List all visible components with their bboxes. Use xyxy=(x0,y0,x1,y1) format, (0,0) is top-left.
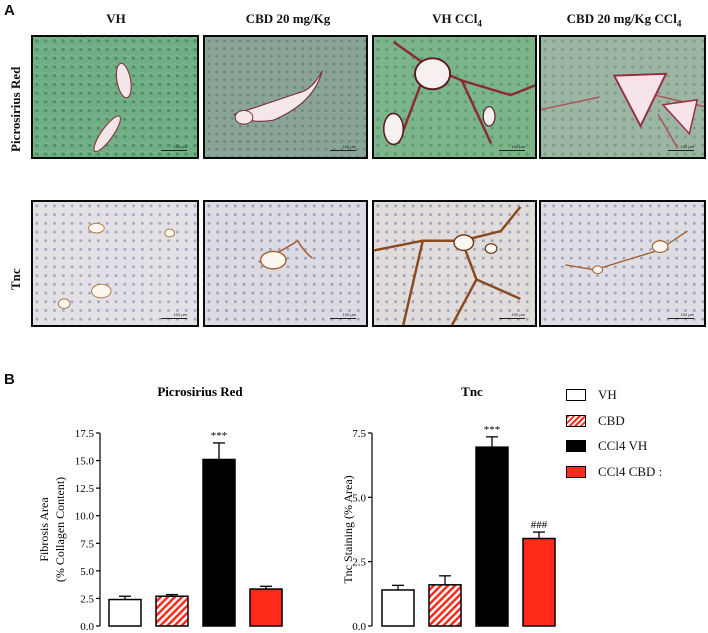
bar-1-1 xyxy=(428,584,462,627)
row-label-tnc: Tnc xyxy=(8,268,23,290)
legend-label-cbd: CBD xyxy=(598,413,625,428)
scale-bar xyxy=(668,149,694,151)
chart-title-1: Tnc xyxy=(461,384,483,399)
legend-item-cbd: CBD xyxy=(566,413,625,429)
bar-1-2 xyxy=(475,446,509,627)
legend-item-ccl4-cbd: CCl4 CBD : xyxy=(566,464,662,480)
legend-label-vh: VH xyxy=(598,387,617,402)
legend-label-ccl4-vh: CCl4 VH xyxy=(598,438,648,453)
micrograph-picrosirius-cbd: 100 µm xyxy=(203,35,368,159)
scale-bar xyxy=(161,149,187,151)
y-tick-label-0-6: 15.0 xyxy=(75,456,95,468)
bar-1-3 xyxy=(522,537,556,627)
y-tick-label-1-3: 7.5 xyxy=(352,428,366,440)
column-label-cbd-ccl4: CBD 20 mg/Kg CCl4 xyxy=(566,11,682,29)
legend-label-ccl4-cbd: CCl4 CBD : xyxy=(598,464,663,479)
y-tick-label-0-4: 10.0 xyxy=(75,511,95,523)
micrograph-picrosirius-cbd-ccl4: 100 µm xyxy=(539,35,706,159)
chart-title-0: Picrosirius Red xyxy=(157,384,243,399)
scale-bar-text: 100 µm xyxy=(173,144,187,149)
y-axis-label-1-0: Tnc Staining (% Area) xyxy=(341,475,355,583)
y-tick-label-0-1: 2.5 xyxy=(80,593,94,605)
scale-bar-text: 100 µm xyxy=(342,312,356,317)
column-label-vh: VH xyxy=(106,11,126,26)
scale-bar xyxy=(161,317,187,319)
bar-1-0 xyxy=(381,589,415,627)
y-tick-label-1-0: 0.0 xyxy=(352,621,366,633)
y-tick-label-0-7: 17.5 xyxy=(75,428,95,440)
legend-swatch-vh xyxy=(566,389,586,401)
significance-label-0-2: *** xyxy=(211,430,228,442)
y-axis-label-0-1: (% Collagen Content) xyxy=(53,477,67,582)
y-tick-label-1-2: 5.0 xyxy=(352,492,366,504)
legend-item-ccl4-vh: CCl4 VH xyxy=(566,438,647,454)
y-tick-label-0-2: 5.0 xyxy=(80,566,94,578)
column-label-vh-ccl4: VH CCl4 xyxy=(432,11,482,29)
micrograph-tnc-vh: 100 µm xyxy=(31,200,199,327)
column-label-cbd: CBD 20 mg/Kg xyxy=(245,11,331,26)
row-label-picrosirius: Picrosirius Red xyxy=(8,66,23,152)
legend-swatch-ccl4-vh xyxy=(566,440,586,452)
scale-bar-text: 100 µm xyxy=(342,144,356,149)
y-tick-label-1-1: 2.5 xyxy=(352,557,366,569)
scale-bar xyxy=(499,317,525,319)
significance-label-1-3: ### xyxy=(531,519,548,531)
legend-item-vh: VH xyxy=(566,387,617,403)
bar-0-3 xyxy=(249,588,283,627)
micrograph-tnc-cbd-ccl4: 100 µm xyxy=(539,200,706,327)
bar-0-1 xyxy=(155,595,189,627)
y-tick-label-0-3: 7.5 xyxy=(80,538,94,550)
y-tick-label-0-5: 12.5 xyxy=(75,483,95,495)
micrograph-tnc-vh-ccl4: 100 µm xyxy=(372,200,537,327)
scale-bar-text: 100 µm xyxy=(680,312,694,317)
y-axis-label-0-0: Fibrosis Area xyxy=(37,497,51,562)
scale-bar-text: 100 µm xyxy=(511,312,525,317)
bar-0-2 xyxy=(202,458,236,627)
legend-swatch-ccl4-cbd xyxy=(566,466,586,478)
micrograph-picrosirius-vh: 100 µm xyxy=(31,35,199,159)
scale-bar-text: 100 µm xyxy=(680,144,694,149)
micrograph-tnc-cbd: 100 µm xyxy=(203,200,368,327)
scale-bar xyxy=(330,149,356,151)
y-tick-label-0-0: 0.0 xyxy=(80,621,94,633)
scale-bar-text: 100 µm xyxy=(173,312,187,317)
scale-bar xyxy=(330,317,356,319)
panel-a-label: A xyxy=(4,2,15,19)
bar-0-0 xyxy=(108,598,142,627)
scale-bar xyxy=(668,317,694,319)
scale-bar xyxy=(499,149,525,151)
bar-charts: Picrosirius Red 0.0 2.5 5.0 7.5 10.0 12.5 15.0 1… xyxy=(37,384,556,633)
panel-b-label: B xyxy=(4,371,15,388)
scale-bar-text: 100 µm xyxy=(511,144,525,149)
micrograph-picrosirius-vh-ccl4: 100 µm xyxy=(372,35,537,159)
legend-swatch-cbd xyxy=(566,415,586,427)
significance-label-1-2: *** xyxy=(484,424,501,436)
